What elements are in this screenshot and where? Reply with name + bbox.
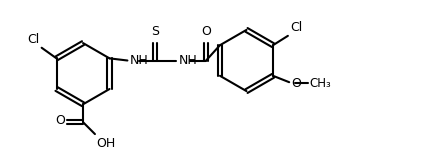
- Text: OH: OH: [97, 137, 116, 150]
- Text: NH: NH: [178, 54, 197, 67]
- Text: NH: NH: [129, 54, 148, 67]
- Text: Cl: Cl: [290, 21, 302, 34]
- Text: CH₃: CH₃: [309, 77, 331, 90]
- Text: O: O: [291, 77, 301, 90]
- Text: Cl: Cl: [27, 33, 39, 46]
- Text: S: S: [151, 25, 159, 38]
- Text: O: O: [55, 114, 65, 127]
- Text: O: O: [201, 25, 211, 38]
